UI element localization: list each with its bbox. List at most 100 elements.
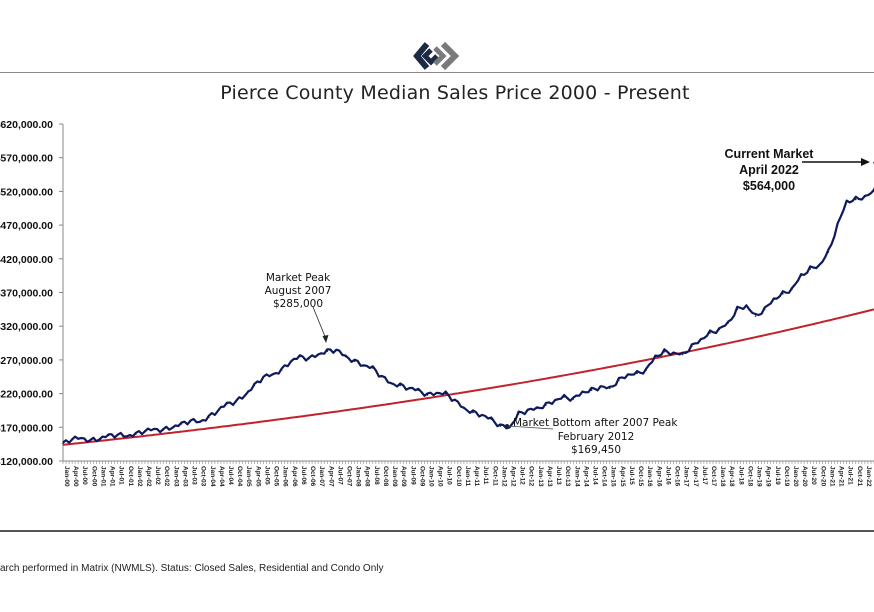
median-price-point bbox=[344, 355, 347, 358]
x-tick-label: Jan-17 bbox=[683, 466, 690, 487]
x-tick-label: Jul-14 bbox=[592, 466, 599, 485]
annotation-current-text: Current Market bbox=[725, 147, 815, 161]
annotation-bottom-text: Market Bottom after 2007 Peak bbox=[513, 417, 678, 429]
median-price-point bbox=[125, 435, 128, 437]
median-price-point bbox=[581, 391, 584, 394]
y-tick-label: $220,000.00 bbox=[0, 389, 53, 401]
x-tick-label: Oct-14 bbox=[601, 466, 608, 487]
annotation-bottom-text: February 2012 bbox=[558, 431, 635, 443]
median-price-point bbox=[791, 288, 793, 290]
x-tick-label: Apr-01 bbox=[109, 466, 116, 487]
y-tick-label: $370,000.00 bbox=[0, 288, 53, 300]
x-tick-label: Jan-13 bbox=[537, 466, 544, 487]
median-price-point bbox=[490, 418, 493, 421]
median-price-point bbox=[745, 305, 748, 307]
median-price-point bbox=[417, 389, 420, 392]
x-tick-label: Oct-20 bbox=[819, 466, 826, 487]
median-price-point bbox=[700, 338, 702, 341]
y-tick-label: $320,000.00 bbox=[0, 321, 53, 333]
x-tick-label: Jul-16 bbox=[664, 466, 671, 485]
x-tick-label: Jan-06 bbox=[282, 466, 289, 487]
median-price-point bbox=[98, 437, 101, 440]
median-price-point bbox=[271, 373, 274, 376]
median-price-point bbox=[681, 353, 684, 356]
x-tick-label: Jan-18 bbox=[719, 466, 726, 487]
x-tick-label: Jul-06 bbox=[300, 466, 307, 485]
annotation-bottom-leader bbox=[507, 425, 554, 430]
y-tick-label: $520,000.00 bbox=[0, 186, 53, 198]
annotation-current-arrowhead bbox=[861, 158, 870, 166]
x-tick-label: Apr-08 bbox=[364, 466, 371, 487]
annotation-peak-text: Market Peak bbox=[266, 272, 331, 284]
median-price-point bbox=[80, 437, 83, 439]
median-price-point bbox=[454, 399, 456, 402]
median-price-point bbox=[590, 389, 593, 392]
windermere-logo-icon bbox=[413, 41, 460, 71]
x-tick-label: Apr-14 bbox=[582, 466, 589, 487]
median-price-point bbox=[71, 437, 73, 440]
x-tick-label: Jan-02 bbox=[136, 466, 143, 487]
source-note: arch performed in Matrix (NWMLS). Status… bbox=[0, 563, 384, 574]
x-tick-label: Jan-19 bbox=[756, 466, 763, 487]
median-price-point bbox=[253, 384, 256, 387]
x-tick-label: Apr-03 bbox=[181, 466, 188, 487]
x-tick-label: Jan-05 bbox=[245, 466, 252, 487]
median-price-point bbox=[718, 328, 720, 331]
median-price-point bbox=[217, 409, 219, 412]
median-price-point bbox=[864, 195, 866, 198]
median-price-point bbox=[144, 429, 146, 432]
x-tick-label: Oct-12 bbox=[528, 466, 535, 487]
x-tick-label: Oct-19 bbox=[783, 466, 790, 487]
x-tick-label: Jul-00 bbox=[81, 466, 88, 485]
median-price-point bbox=[845, 200, 848, 203]
median-price-point bbox=[198, 421, 201, 423]
x-tick-label: Oct-04 bbox=[236, 466, 243, 487]
median-price-point bbox=[854, 198, 857, 201]
x-tick-label: Jan-00 bbox=[63, 466, 70, 487]
x-tick-label: Oct-18 bbox=[746, 466, 753, 487]
x-tick-label: Oct-17 bbox=[710, 466, 717, 487]
median-price-point bbox=[116, 433, 119, 436]
median-price-point bbox=[472, 411, 474, 414]
median-price-point bbox=[62, 442, 64, 445]
x-tick-label: Apr-20 bbox=[801, 466, 808, 487]
median-price-point bbox=[645, 369, 647, 371]
x-tick-label: Jan-01 bbox=[99, 466, 106, 487]
x-tick-label: Jan-08 bbox=[355, 466, 362, 487]
median-price-point bbox=[563, 396, 565, 398]
x-tick-label: Apr-18 bbox=[728, 466, 735, 487]
x-tick-label: Jan-22 bbox=[865, 466, 872, 487]
median-price-point bbox=[672, 352, 675, 354]
median-price-point bbox=[782, 293, 784, 295]
y-tick-label: $170,000.00 bbox=[0, 422, 53, 434]
x-tick-label: Jan-10 bbox=[427, 466, 434, 487]
x-tick-label: Oct-03 bbox=[200, 466, 207, 487]
chart-title: Pierce County Median Sales Price 2000 - … bbox=[220, 82, 690, 104]
median-price-point bbox=[772, 298, 775, 301]
median-price-point bbox=[381, 375, 383, 378]
median-price-point bbox=[499, 425, 502, 427]
x-tick-label: Jul-15 bbox=[628, 466, 635, 485]
median-price-point bbox=[244, 394, 247, 396]
median-price-point bbox=[526, 409, 529, 412]
median-price-point bbox=[818, 264, 821, 267]
x-tick-label: Jan-15 bbox=[610, 466, 617, 487]
median-price-point bbox=[226, 402, 228, 405]
x-tick-label: Apr-13 bbox=[546, 466, 553, 487]
header-divider bbox=[0, 72, 874, 73]
x-tick-label: Jan-11 bbox=[464, 466, 471, 487]
annotation-peak-text: August 2007 bbox=[265, 285, 332, 297]
median-price-point bbox=[836, 224, 839, 226]
x-tick-label: Apr-17 bbox=[692, 466, 699, 487]
x-tick-label: Jul-03 bbox=[191, 466, 198, 485]
median-price-point bbox=[317, 353, 319, 356]
x-tick-label: Jan-03 bbox=[172, 466, 179, 487]
x-tick-label: Jul-18 bbox=[737, 466, 744, 485]
median-price-point bbox=[89, 439, 92, 442]
median-price-point bbox=[545, 404, 547, 406]
x-tick-label: Jul-12 bbox=[519, 466, 526, 485]
median-price-point bbox=[754, 315, 757, 317]
x-tick-label: Jul-11 bbox=[482, 466, 489, 485]
x-tick-label: Jul-05 bbox=[263, 466, 270, 485]
x-tick-label: Oct-06 bbox=[309, 466, 316, 487]
